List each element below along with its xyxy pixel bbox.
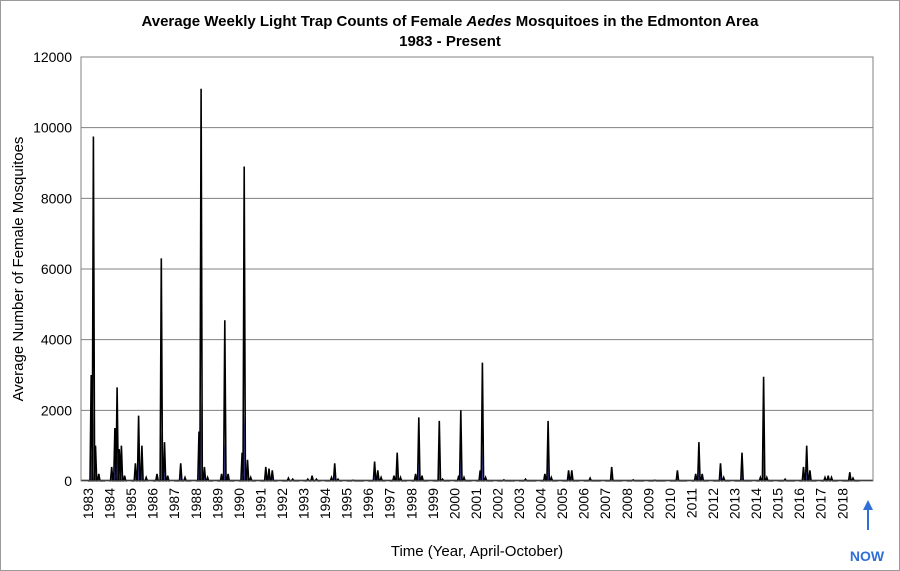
x-tick-label: 1996 [360, 488, 376, 519]
x-tick-label: 2012 [705, 488, 721, 519]
y-tick-label: 12000 [33, 49, 72, 65]
chart-title: Average Weekly Light Trap Counts of Fema… [0, 12, 900, 52]
season-line-1997 [389, 452, 407, 482]
x-tick-label: 1994 [317, 488, 333, 519]
x-tick-label: 2014 [748, 488, 764, 519]
x-tick-label: 1998 [403, 488, 419, 519]
season-area-1999 [432, 459, 450, 481]
season-area-1985 [131, 458, 149, 481]
season-area-2007 [605, 467, 623, 481]
chart-title-line-2: 1983 - Present [399, 33, 501, 50]
season-line-1991 [260, 466, 278, 482]
x-tick-label: 2016 [791, 488, 807, 519]
season-line-1999 [432, 420, 450, 482]
now-annotation: NOW [850, 500, 885, 564]
x-tick-label: 2009 [640, 488, 656, 519]
season-line-1983 [88, 136, 106, 482]
x-tick-label: 1999 [425, 488, 441, 519]
x-tick-label: 2000 [446, 488, 462, 519]
x-tick-label: 2018 [834, 488, 850, 519]
x-tick-label: 1987 [166, 488, 182, 519]
season-line-2018 [842, 472, 860, 482]
season-line-1998 [411, 417, 429, 482]
x-tick-label: 1984 [102, 488, 118, 519]
season-area-2000 [454, 457, 472, 481]
season-line-2011 [691, 442, 709, 482]
season-line-2005 [562, 470, 580, 482]
now-arrow-icon [863, 500, 873, 510]
y-tick-label: 0 [64, 473, 72, 489]
x-tick-label: 1992 [274, 488, 290, 519]
season-line-2012 [713, 463, 731, 482]
x-tick-label: 2001 [468, 488, 484, 519]
season-line-2010 [669, 470, 688, 482]
x-tick-label: 1993 [296, 488, 312, 519]
x-tick-label: 2013 [727, 488, 743, 519]
x-tick-label: 1985 [123, 488, 139, 519]
y-axis-label: Average Number of Female Mosquitoes [10, 137, 27, 402]
y-tick-label: 8000 [41, 190, 72, 206]
x-tick-label: 1983 [80, 488, 96, 519]
season-line-2007 [605, 466, 623, 482]
x-tick-label: 1989 [209, 488, 225, 519]
season-line-1994 [325, 463, 343, 482]
chart-title-line-1: Average Weekly Light Trap Counts of Fema… [141, 13, 759, 30]
season-line-2017 [820, 475, 838, 482]
season-line-2000 [454, 410, 472, 482]
y-tick-label: 4000 [41, 332, 72, 348]
x-tick-label: 2006 [576, 488, 592, 519]
x-tick-label: 1997 [382, 488, 398, 519]
season-line-1987 [174, 463, 192, 482]
x-tick-label: 2004 [533, 488, 549, 519]
season-line-1984 [109, 387, 127, 482]
x-tick-label: 2002 [489, 488, 505, 519]
season-area-2001 [475, 449, 494, 481]
season-line-2013 [734, 452, 752, 482]
x-tick-label: 1986 [145, 488, 161, 519]
season-line-1996 [368, 461, 386, 482]
x-tick-label: 2011 [683, 488, 699, 518]
x-tick-label: 2005 [554, 488, 570, 519]
x-tick-label: 2007 [597, 488, 613, 519]
season-line-2014 [756, 376, 774, 482]
season-line-2001 [475, 362, 494, 482]
x-tick-label: 2015 [770, 488, 786, 519]
x-tick-label: 2003 [511, 488, 527, 519]
x-tick-label: 1991 [252, 488, 268, 519]
plot-area [80, 56, 874, 482]
y-tick-label: 2000 [41, 402, 72, 418]
season-line-2016 [799, 445, 817, 482]
x-tick-label: 2010 [662, 488, 678, 519]
x-tick-label: 1995 [339, 488, 355, 519]
season-area-1986 [152, 430, 170, 481]
y-tick-label: 6000 [41, 261, 72, 277]
season-line-2004 [540, 420, 558, 482]
season-area-1987 [174, 467, 192, 481]
y-tick-label: 10000 [33, 120, 72, 136]
season-line-1989 [217, 320, 235, 482]
season-line-1988 [195, 88, 213, 482]
x-tick-label: 1988 [188, 488, 204, 519]
now-label: NOW [850, 548, 885, 564]
season-line-1985 [131, 415, 149, 482]
x-tick-label: 1990 [231, 488, 247, 519]
x-axis-label: Time (Year, April-October) [391, 543, 563, 560]
x-tick-label: 2008 [619, 488, 635, 519]
x-tick-label: 2017 [813, 488, 829, 519]
season-line-1990 [238, 166, 257, 482]
